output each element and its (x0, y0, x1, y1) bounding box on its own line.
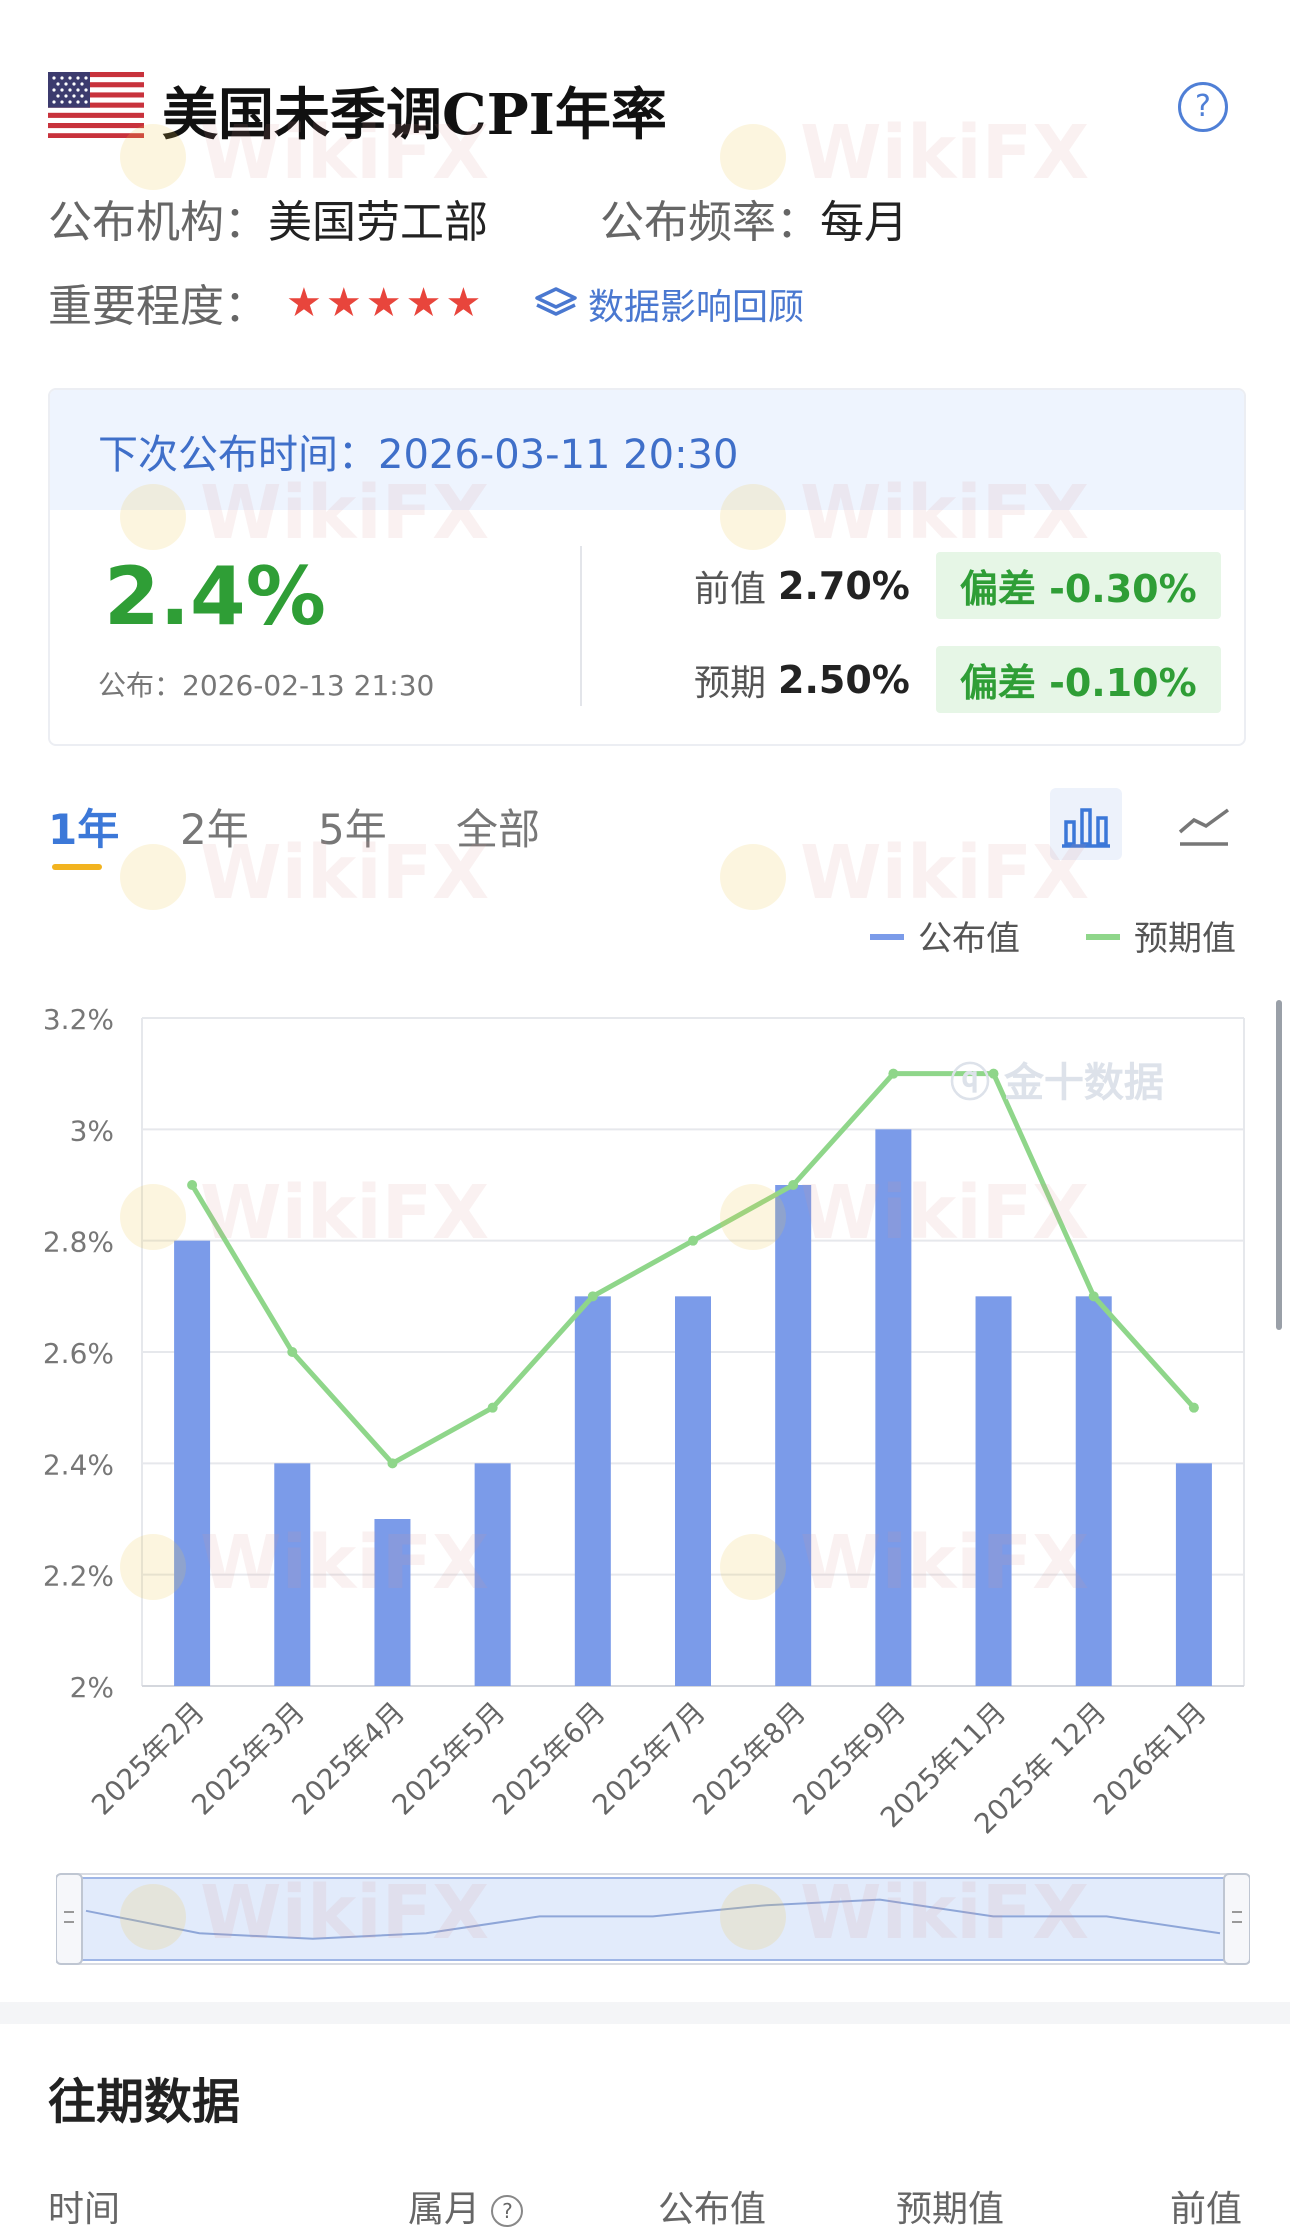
help-icon[interactable]: ? (1178, 82, 1228, 132)
page-title: 美国未季调CPI年率 (162, 82, 667, 148)
impact-review-link[interactable]: 数据影响回顾 (534, 278, 804, 330)
forecast-point (1188, 1402, 1199, 1413)
y-tick-label: 2.6% (43, 1337, 114, 1370)
slider-handle-left[interactable] (56, 1873, 83, 1965)
legend-label-actual: 公布值 (918, 919, 1020, 959)
line-chart-view-button[interactable] (1176, 788, 1232, 860)
legend-swatch-actual (870, 934, 904, 940)
bar-actual (174, 1240, 211, 1686)
forecast-point (788, 1180, 799, 1190)
cpi-chart: 公布值 预期值2%2.2%2.4%2.6%2.8%3%3.2%2025年2月202… (43, 919, 1245, 1840)
column-header-previous: 前值 (1170, 2189, 1243, 2230)
us-flag-icon (48, 72, 144, 138)
frequency-value: 每月 (820, 197, 908, 248)
tab-2y[interactable]: 2年 (180, 805, 249, 854)
previous-value: 2.70% (778, 563, 910, 608)
importance-label: 重要程度： (48, 281, 268, 332)
tab-5y[interactable]: 5年 (318, 805, 387, 854)
bar-actual (875, 1129, 912, 1686)
next-release-bar (50, 390, 1244, 510)
tab-1y[interactable]: 1年 (48, 805, 120, 854)
importance-stars: ★★★★★ (286, 280, 485, 326)
star-icon: ★ (325, 280, 366, 326)
forecast-row: 预期 2.50% 偏差 -0.10% (694, 646, 1221, 713)
active-tab-indicator (52, 864, 102, 870)
chart-watermark-text: 金十数据 (1003, 1060, 1164, 1106)
column-header-forecast: 预期值 (896, 2189, 1005, 2230)
column-header-actual: 公布值 (658, 2189, 767, 2230)
bar-actual (975, 1296, 1012, 1686)
forecast-deviation-badge: 偏差 -0.10% (935, 646, 1221, 713)
bar-chart-icon (1062, 808, 1110, 848)
scrollbar[interactable] (1276, 1000, 1282, 1330)
agency-label: 公布机构： (48, 197, 268, 248)
column-header-month: 属月 ? (408, 2180, 524, 2232)
forecast-point (587, 1291, 598, 1302)
bar-actual (1075, 1296, 1112, 1686)
bar-actual (374, 1519, 411, 1686)
bar-actual (1175, 1463, 1212, 1686)
chart-watermark: ⓠ 金十数据 (950, 1050, 1164, 1108)
bar-actual (274, 1463, 311, 1686)
divider (580, 546, 582, 706)
search-icon: ⓠ (950, 1060, 990, 1106)
forecast-point (487, 1402, 498, 1413)
y-tick-label: 3.2% (43, 1003, 114, 1036)
y-tick-label: 2.2% (43, 1560, 114, 1593)
published-value: 2026-02-13 21:30 (182, 669, 435, 702)
legend-label-forecast: 预期值 (1134, 919, 1236, 959)
release-card: 下次公布时间：2026-03-11 20:30 2.4% 公布：2026-02-… (48, 388, 1246, 746)
bar-actual (675, 1296, 711, 1686)
forecast-point (688, 1235, 698, 1246)
star-icon: ★ (445, 280, 486, 326)
next-release-time: 2026-03-11 20:30 (378, 432, 739, 478)
watermark: WikiFX (720, 110, 1089, 196)
frequency-label: 公布频率： (600, 197, 820, 248)
agency-value: 美国劳工部 (268, 197, 488, 248)
layers-icon (535, 287, 577, 316)
bar-actual (574, 1296, 611, 1686)
forecast-label: 预期 (694, 662, 767, 704)
published-time: 公布：2026-02-13 21:30 (98, 664, 434, 704)
agency-row: 公布机构：美国劳工部 (48, 186, 488, 250)
legend-swatch-forecast (1086, 934, 1120, 940)
history-title: 往期数据 (48, 2074, 241, 2130)
impact-review-label: 数据影响回顾 (588, 287, 805, 328)
y-tick-label: 2.8% (43, 1226, 114, 1259)
previous-deviation-badge: 偏差 -0.30% (935, 552, 1221, 619)
frequency-row: 公布频率：每月 (600, 186, 908, 250)
line-chart-icon (1178, 808, 1230, 846)
forecast-point (988, 1068, 999, 1079)
actual-value: 2.4% (104, 550, 326, 643)
star-icon: ★ (365, 280, 406, 326)
next-release-label: 下次公布时间： (98, 432, 378, 478)
star-icon: ★ (405, 280, 446, 326)
slider-preview-line (85, 1898, 1221, 1940)
previous-label: 前值 (694, 568, 767, 610)
tab-all[interactable]: 全部 (456, 805, 541, 854)
column-header-time: 时间 (48, 2189, 121, 2230)
slider-handle-right[interactable] (1223, 1873, 1250, 1965)
y-tick-label: 3% (70, 1114, 114, 1147)
watermark-logo-icon (720, 124, 786, 191)
forecast-value: 2.50% (778, 657, 910, 702)
bar-chart-view-button[interactable] (1050, 788, 1122, 860)
forecast-point (387, 1458, 398, 1469)
next-release: 下次公布时间：2026-03-11 20:30 (98, 422, 738, 480)
published-label: 公布： (98, 669, 183, 702)
forecast-point (888, 1068, 899, 1079)
data-zoom-slider[interactable] (56, 1870, 1250, 1970)
y-tick-label: 2.4% (43, 1448, 114, 1481)
forecast-point (287, 1347, 298, 1357)
bar-actual (474, 1463, 511, 1686)
column-header-month-label: 属月 (408, 2189, 481, 2230)
star-icon: ★ (286, 280, 326, 326)
section-divider (0, 2002, 1290, 2024)
bar-actual (775, 1185, 812, 1686)
previous-row: 前值 2.70% 偏差 -0.30% (694, 552, 1221, 619)
y-tick-label: 2% (70, 1671, 114, 1704)
forecast-point (187, 1180, 198, 1190)
forecast-point (1088, 1291, 1099, 1302)
help-small-icon[interactable]: ? (491, 2195, 524, 2227)
